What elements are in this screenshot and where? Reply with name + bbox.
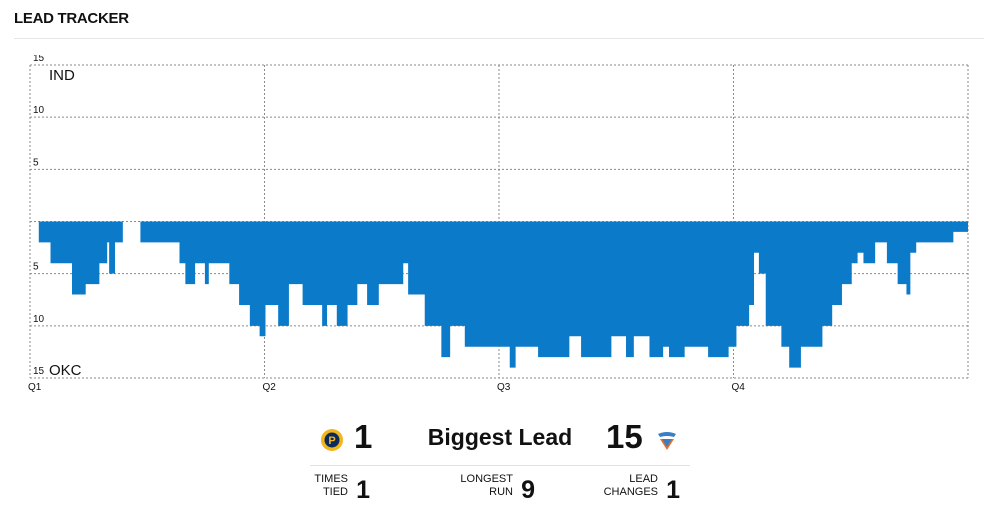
bottom-team-label: OKC xyxy=(49,362,82,379)
y-tick-label: 15 xyxy=(33,55,45,64)
times-tied-label: TIMES TIED xyxy=(314,473,348,498)
svg-text:P: P xyxy=(328,435,335,447)
lead-tracker-header: LEAD TRACKER xyxy=(14,10,984,39)
top-team-label: IND xyxy=(49,67,75,84)
times-tied-stat: TIMES TIED 1 xyxy=(310,473,370,513)
summary-divider xyxy=(310,465,690,466)
chart-labels: 15 10 5 5 10 15 IND OKC Q1 Q2 Q3 Q4 xyxy=(28,55,745,393)
y-tick-label: 5 xyxy=(33,157,39,168)
longest-run-label: LONGEST RUN xyxy=(460,473,513,498)
pacers-logo-icon: P xyxy=(321,429,343,451)
biggest-lead-label: Biggest Lead xyxy=(427,424,573,450)
longest-run-stat: LONGEST RUN 9 xyxy=(460,473,535,513)
y-tick-label: 5 xyxy=(33,262,39,273)
page-title: LEAD TRACKER xyxy=(14,10,129,27)
x-tick-label: Q2 xyxy=(263,382,277,393)
lead-changes-stat: LEAD CHANGES 1 xyxy=(600,473,680,513)
biggest-lead-row: P 1 Biggest Lead 15 xyxy=(310,418,690,462)
lead-area xyxy=(30,221,968,368)
x-tick-label: Q3 xyxy=(497,382,511,393)
y-tick-label: 15 xyxy=(33,366,45,377)
times-tied-value: 1 xyxy=(356,476,370,504)
x-tick-label: Q1 xyxy=(28,382,42,393)
lead-changes-value: 1 xyxy=(666,476,680,504)
lead-changes-label: LEAD CHANGES xyxy=(603,473,658,498)
y-tick-label: 10 xyxy=(33,105,45,116)
longest-run-value: 9 xyxy=(521,476,535,504)
lead-tracker-chart: 15 10 5 5 10 15 IND OKC Q1 Q2 Q3 Q4 xyxy=(28,55,969,393)
x-tick-label: Q4 xyxy=(732,382,746,393)
pacers-biggest-lead: 1 xyxy=(354,418,373,455)
lead-margin-area xyxy=(30,221,968,368)
y-tick-label: 10 xyxy=(33,314,45,325)
game-summary: P 1 Biggest Lead 15 TIMES TIED 1 LONGEST… xyxy=(0,418,1000,525)
thunder-logo-icon xyxy=(658,432,676,450)
thunder-biggest-lead: 15 xyxy=(606,418,643,455)
